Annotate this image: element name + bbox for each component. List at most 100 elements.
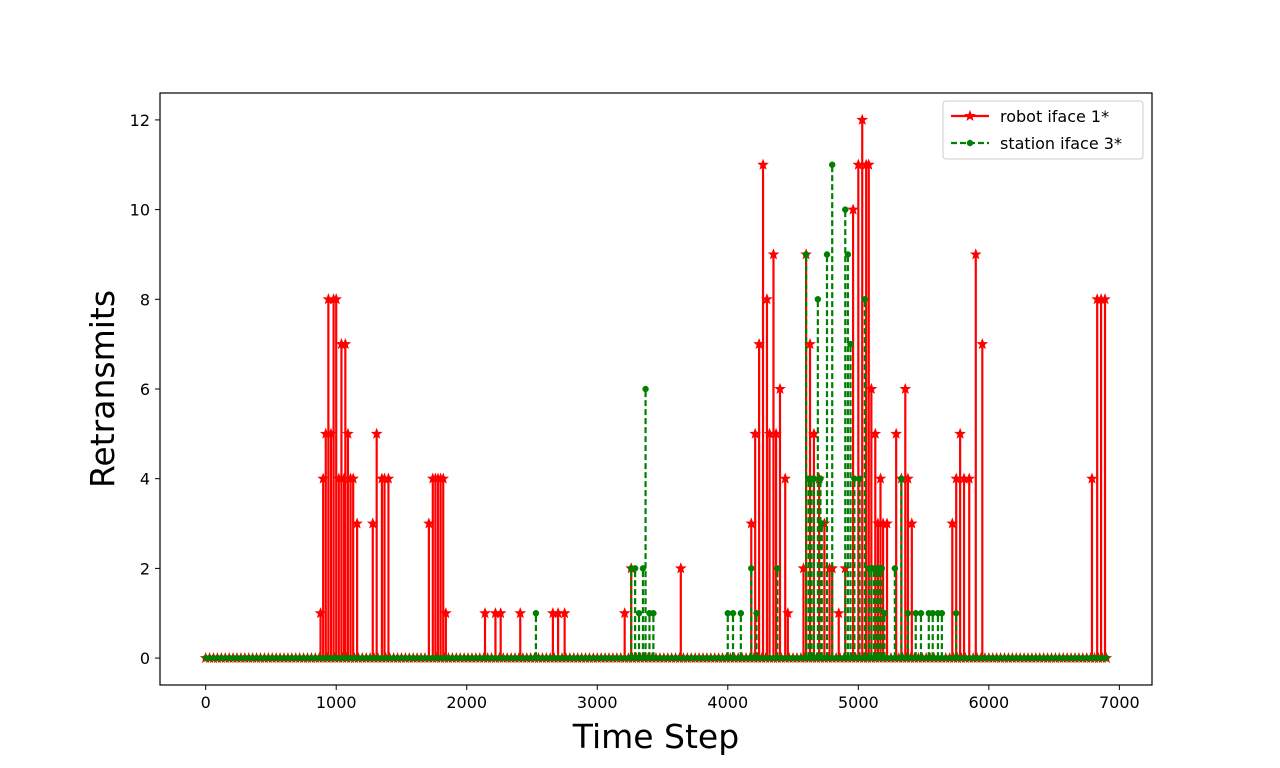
baseline-marker xyxy=(1103,654,1110,662)
data-point xyxy=(366,517,379,529)
data-point xyxy=(881,517,893,529)
data-point xyxy=(748,565,755,572)
data-point xyxy=(874,472,887,484)
data-point xyxy=(618,607,631,619)
data-point xyxy=(818,520,826,527)
data-point xyxy=(774,382,786,394)
data-point xyxy=(938,609,946,617)
data-point xyxy=(898,475,905,482)
data-point xyxy=(905,517,918,529)
data-point xyxy=(351,517,363,529)
data-point xyxy=(902,472,914,484)
data-point xyxy=(642,385,649,393)
data-point xyxy=(890,427,903,439)
data-point xyxy=(856,113,869,125)
y-tick-label: 6 xyxy=(140,380,150,399)
data-point xyxy=(631,565,639,572)
data-point xyxy=(757,158,769,170)
data-point xyxy=(437,472,450,484)
data-point xyxy=(423,517,435,529)
data-point xyxy=(832,607,845,619)
data-point xyxy=(532,609,540,617)
data-point xyxy=(828,161,836,169)
series-station xyxy=(202,161,1110,662)
data-point xyxy=(774,565,781,572)
data-point xyxy=(737,609,745,617)
y-axis-title: Retransmits xyxy=(83,290,122,488)
data-point xyxy=(479,607,491,619)
data-point xyxy=(1086,472,1098,484)
legend-label: robot iface 1* xyxy=(1000,107,1109,126)
data-point xyxy=(770,427,782,439)
data-point xyxy=(844,251,852,258)
x-tick-label: 1000 xyxy=(316,693,357,712)
data-point xyxy=(969,248,982,260)
legend-swatch-marker xyxy=(964,109,976,121)
y-tick-label: 2 xyxy=(140,559,150,578)
axis-ticks: 0 1000 2000 3000 4000 5000 6000 7000 0 2 4 6 8 10 12 xyxy=(130,111,1140,712)
data-point xyxy=(494,607,507,619)
data-point xyxy=(729,609,737,617)
data-point xyxy=(767,248,780,260)
data-point xyxy=(842,206,849,213)
data-point xyxy=(339,338,352,350)
data-point xyxy=(440,607,452,619)
data-point xyxy=(347,472,360,484)
data-point xyxy=(749,427,762,439)
legend-box xyxy=(942,100,1144,160)
data-point xyxy=(946,517,959,529)
data-point xyxy=(856,475,863,482)
y-tick-label: 10 xyxy=(130,201,150,220)
legend-swatch-marker xyxy=(966,139,974,147)
data-point xyxy=(802,251,810,258)
plot-area xyxy=(199,113,1113,664)
y-tick-label: 4 xyxy=(140,470,150,489)
data-point xyxy=(342,427,354,439)
data-point xyxy=(635,609,643,617)
data-point xyxy=(753,338,765,350)
data-point xyxy=(861,296,869,303)
data-point xyxy=(862,158,875,170)
data-point xyxy=(781,607,794,619)
x-tick-label: 6000 xyxy=(968,693,1009,712)
data-point xyxy=(674,562,687,574)
legend-label: station iface 3* xyxy=(1000,134,1122,153)
data-point xyxy=(847,203,859,215)
data-point xyxy=(976,338,989,350)
data-point xyxy=(650,609,657,617)
data-point xyxy=(881,609,888,617)
data-point xyxy=(745,517,758,529)
data-point xyxy=(963,472,976,484)
x-tick-label: 4000 xyxy=(707,693,748,712)
data-point xyxy=(325,427,337,439)
x-axis-title: Time Step xyxy=(572,717,739,756)
x-tick-label: 3000 xyxy=(577,693,618,712)
data-point xyxy=(1099,293,1111,305)
data-point xyxy=(753,609,760,617)
data-point xyxy=(823,251,831,258)
data-point xyxy=(382,472,395,484)
data-point xyxy=(891,565,899,572)
data-point xyxy=(847,340,854,348)
x-tick-label: 2000 xyxy=(446,693,487,712)
data-point xyxy=(317,472,329,484)
y-tick-label: 0 xyxy=(140,649,150,668)
data-point xyxy=(817,475,824,482)
data-point xyxy=(814,296,822,303)
data-point xyxy=(878,565,886,572)
data-point xyxy=(314,607,327,619)
data-point xyxy=(865,382,878,394)
y-tick-label: 12 xyxy=(130,111,150,130)
x-tick-label: 7000 xyxy=(1099,693,1140,712)
data-point xyxy=(779,472,792,484)
data-point xyxy=(899,382,912,394)
data-point xyxy=(330,293,343,305)
data-point xyxy=(954,427,966,439)
data-point xyxy=(917,609,925,617)
x-tick-label: 0 xyxy=(201,693,211,712)
data-point xyxy=(370,427,383,439)
y-tick-label: 8 xyxy=(140,290,150,309)
data-point xyxy=(952,609,960,617)
data-point xyxy=(869,427,882,439)
